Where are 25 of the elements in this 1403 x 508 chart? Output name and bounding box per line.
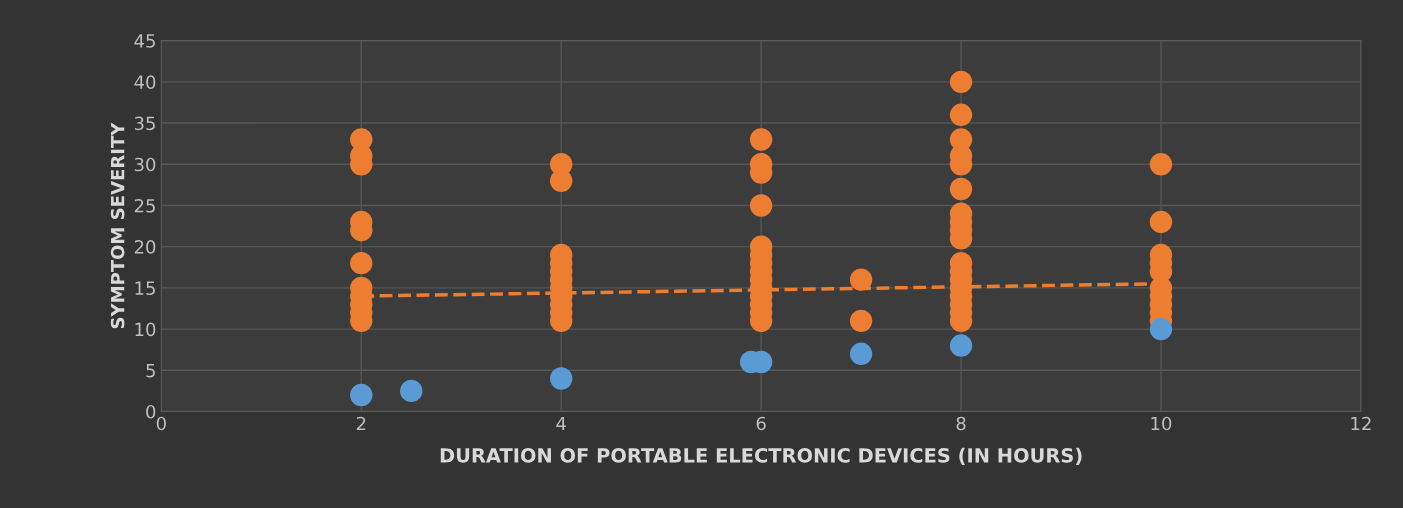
- y-tick-label: 40: [134, 75, 156, 89]
- point: [1149, 317, 1173, 341]
- y-axis-title: SYMPTOM SEVERITY: [110, 122, 125, 329]
- point: [400, 379, 423, 403]
- y-tick-label: 35: [134, 116, 155, 131]
- x-tick-label: 6: [756, 416, 766, 431]
- y-tick-label: 10: [135, 322, 156, 337]
- x-tick-label: 8: [956, 416, 966, 431]
- point: [550, 367, 573, 390]
- point: [949, 334, 973, 357]
- point: [849, 342, 873, 365]
- y-tick-label: 30: [134, 157, 156, 172]
- x-tick-label: 0: [156, 416, 166, 431]
- y-tick-label: 45: [134, 34, 155, 48]
- y-tick-label: 15: [135, 281, 155, 295]
- y-tick-label: 20: [134, 240, 156, 254]
- x-axis-title: DURATION OF PORTABLE ELECTRONIC DEVICES (IN HOURS): [440, 447, 1082, 466]
- point: [350, 383, 373, 407]
- x-tick-label: 4: [556, 416, 566, 431]
- x-tick-label: 2: [356, 416, 366, 431]
- y-tick-label: 0: [146, 404, 156, 419]
- x-tick-label: 12: [1351, 416, 1371, 431]
- y-tick-label: 5: [146, 363, 155, 378]
- x-tick-label: 10: [1151, 416, 1172, 431]
- y-tick-label: 25: [134, 198, 155, 213]
